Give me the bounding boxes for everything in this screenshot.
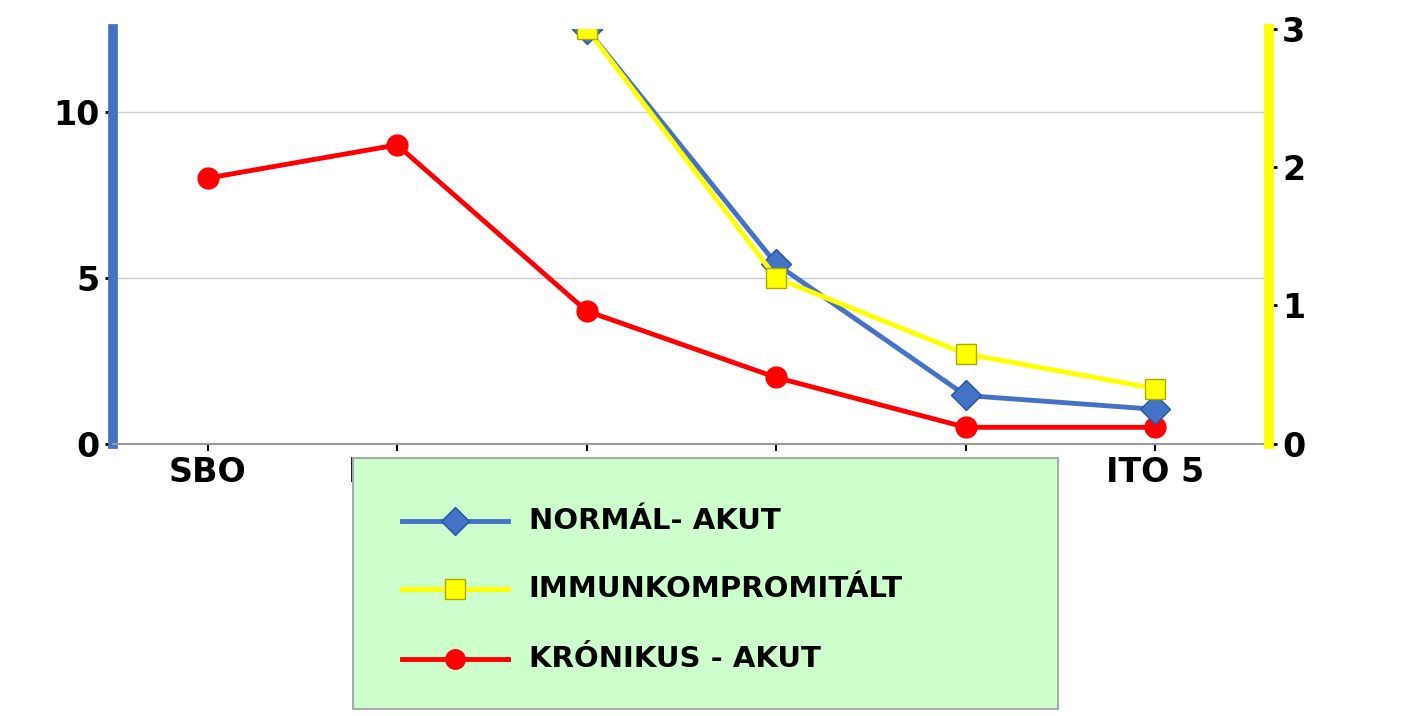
Text: IMMUNKOMPROMITÁLT: IMMUNKOMPROMITÁLT: [529, 574, 902, 603]
Text: KRÓNIKUS - AKUT: KRÓNIKUS - AKUT: [529, 644, 821, 673]
Text: NORMÁL- AKUT: NORMÁL- AKUT: [529, 507, 781, 535]
